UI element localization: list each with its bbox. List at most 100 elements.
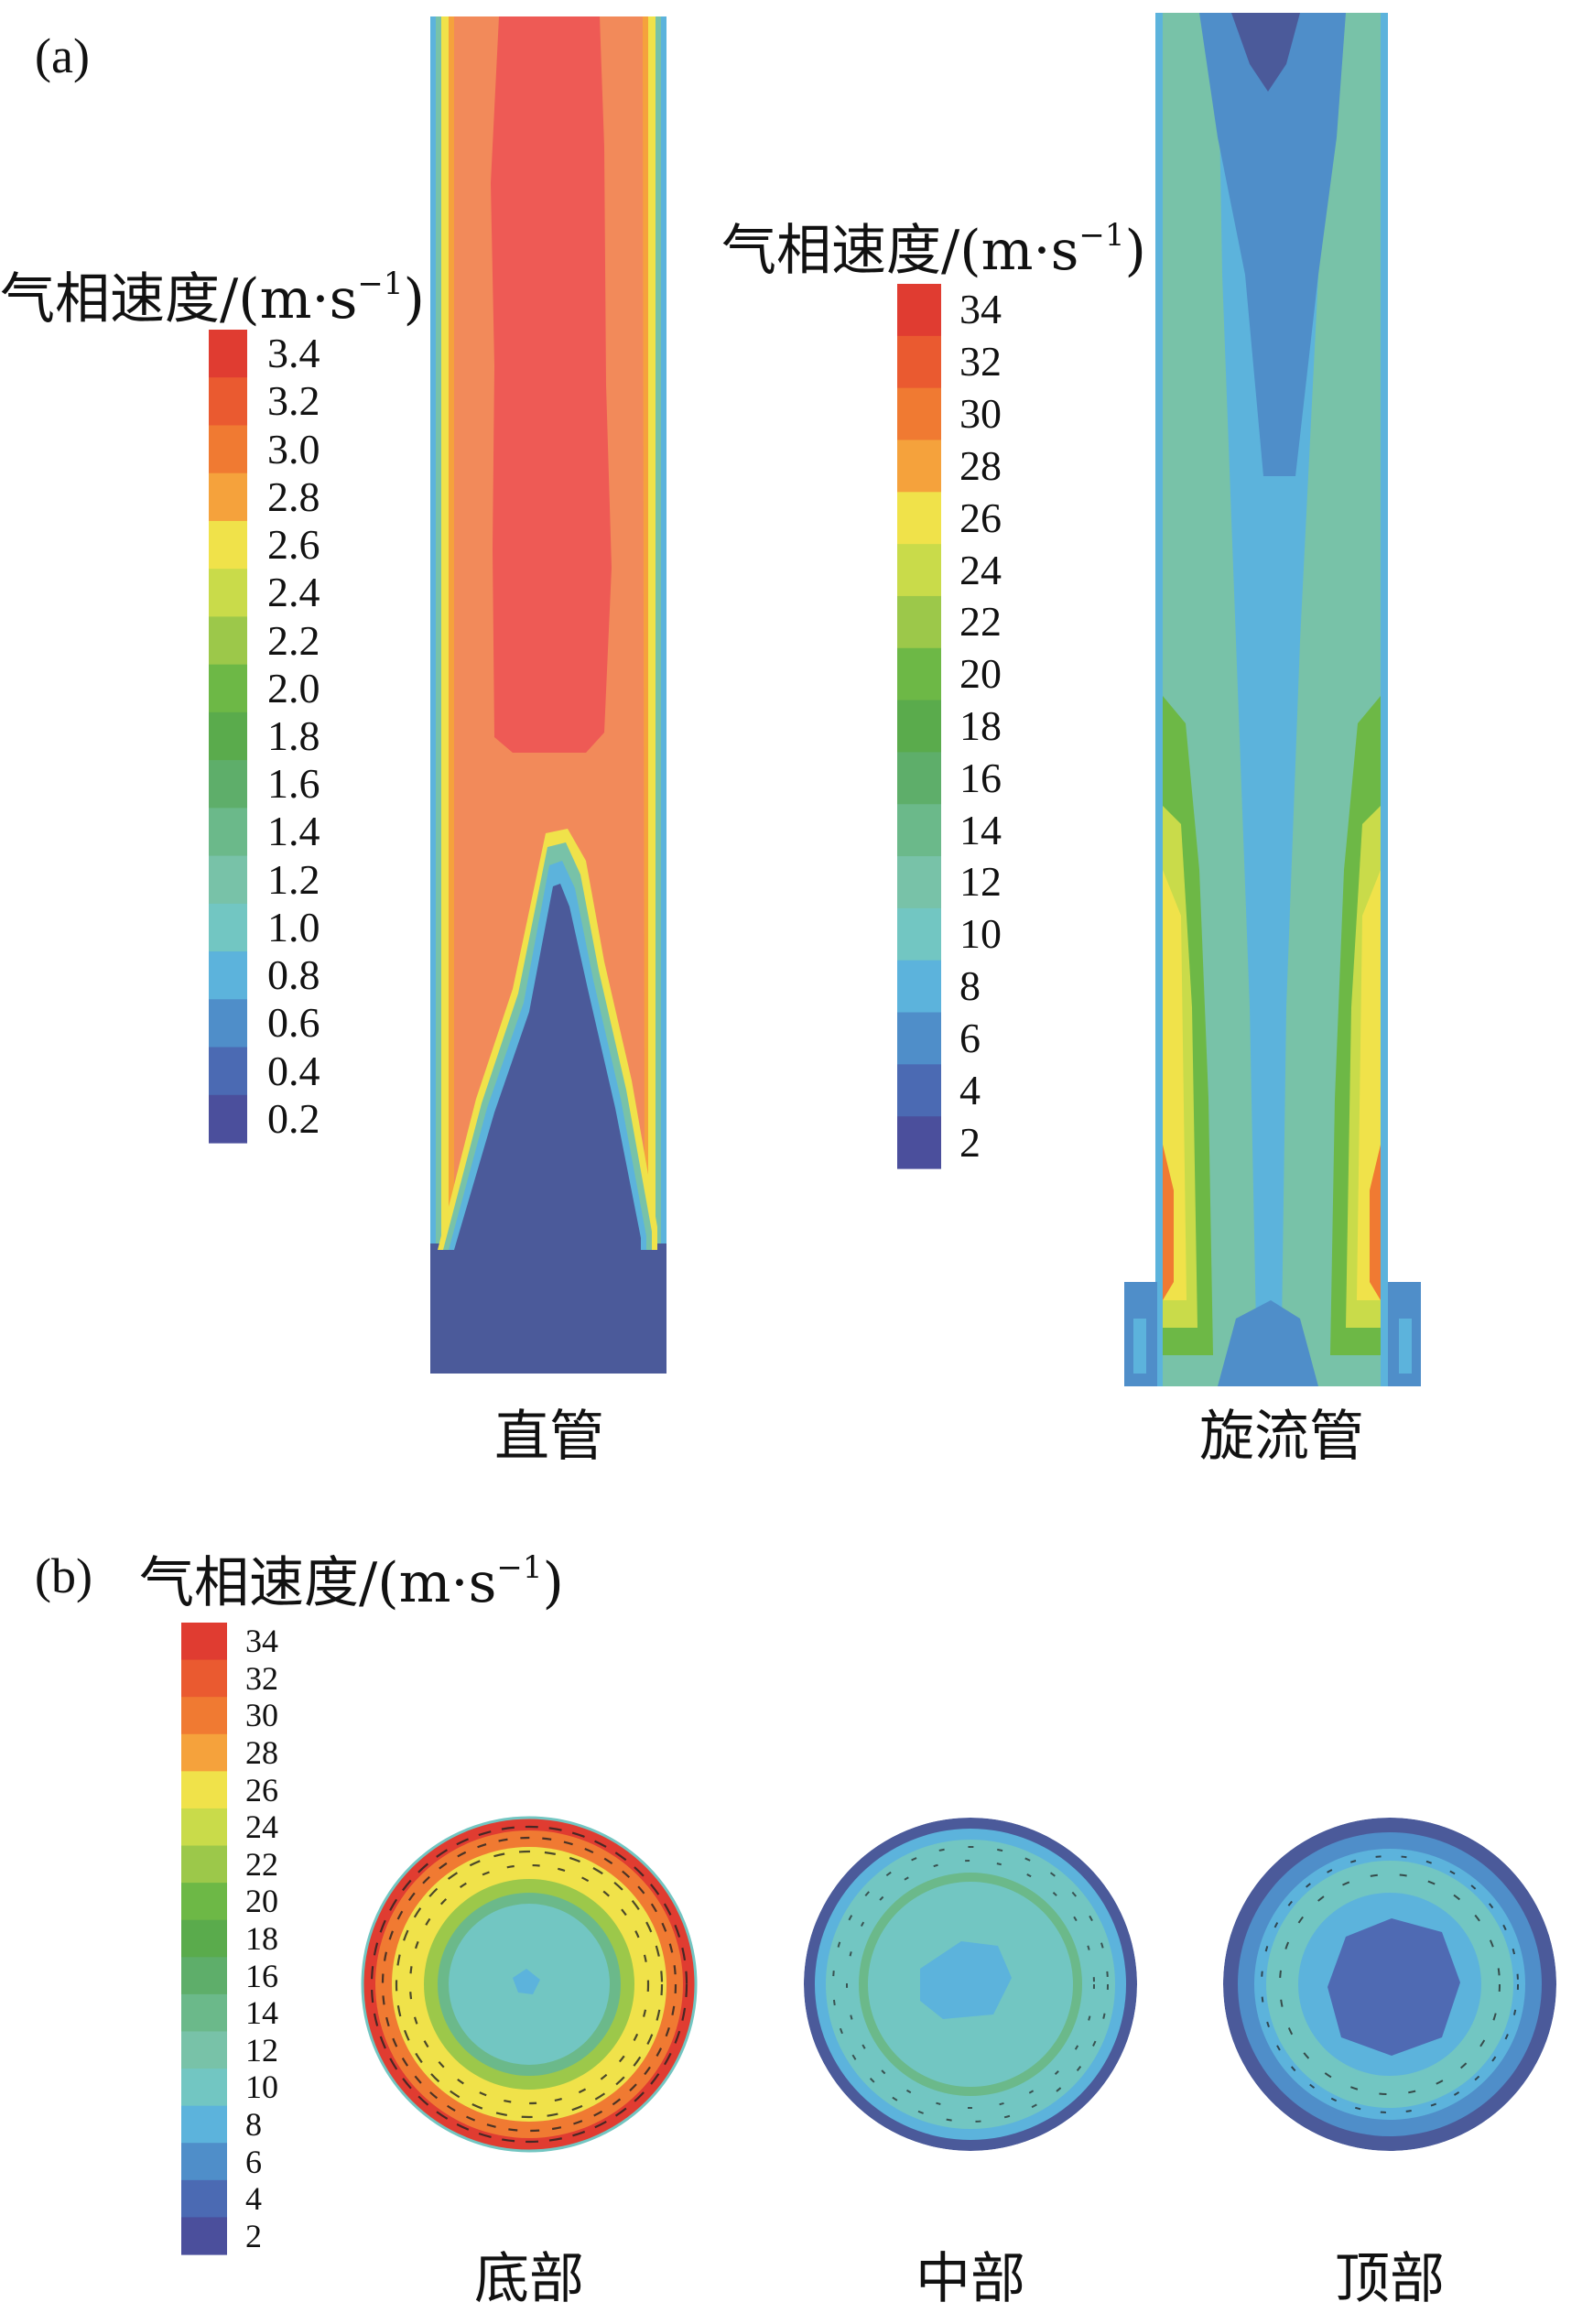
bar-left-cell — [209, 616, 247, 666]
bar-right-cell — [897, 804, 941, 857]
bar-b-cell — [181, 1733, 227, 1772]
panel-a-label: (a) — [35, 28, 90, 83]
legend-tick-label: 3.0 — [267, 425, 320, 472]
legend-tick-label: 4 — [959, 1066, 981, 1113]
left-legend-title-sup: −1 — [357, 266, 404, 302]
bar-right-cell — [897, 907, 941, 961]
bar-right-cell — [897, 595, 941, 649]
legend-tick-label: 34 — [245, 1623, 278, 1660]
bar-b-cell — [181, 1993, 227, 2033]
legend-tick-label: 2.0 — [267, 664, 320, 711]
legend-tick-label: 1.8 — [267, 712, 320, 759]
legend-tick-label: 18 — [245, 1920, 278, 1957]
legend-tick-label: 26 — [959, 494, 1002, 541]
legend-tick-label: 6 — [245, 2143, 262, 2180]
bar-b-cell — [181, 1845, 227, 1884]
b-legend-title-close: ) — [542, 1551, 564, 1615]
bar-left-cell — [209, 1094, 247, 1144]
bar-left-cell — [209, 520, 247, 570]
legend-tick-label: 16 — [959, 754, 1002, 801]
legend-tick-label: 32 — [959, 338, 1002, 386]
bar-left-cell — [209, 903, 247, 952]
bar-left-cell — [209, 569, 247, 618]
legend-tick-label: 20 — [959, 650, 1002, 698]
legend-tick-label: 0.2 — [267, 1094, 320, 1142]
left-legend-title: 气相速度/(m·s−1) — [0, 255, 425, 334]
legend-tick-label: 12 — [959, 858, 1002, 906]
legend-tick-label: 1.4 — [267, 808, 320, 855]
caption-straight-pipe: 直管 — [494, 1405, 604, 1469]
legend-tick-label: 0.4 — [267, 1047, 320, 1094]
bar-b-cell — [181, 2143, 227, 2181]
straight-pipe-contour — [430, 16, 666, 1374]
legend-tick-label: 1.0 — [267, 903, 320, 950]
legend-tick-label: 6 — [959, 1014, 981, 1061]
legend-tick-label: 30 — [959, 390, 1002, 438]
legend-tick-label: 2.6 — [267, 521, 320, 569]
legend-tick-label: 28 — [245, 1734, 278, 1772]
right-legend-title-sup: −1 — [1078, 217, 1125, 254]
bar-right-cell — [897, 387, 941, 441]
legend-tick-label: 28 — [959, 441, 1002, 489]
caption-bottom: 底部 — [474, 2247, 584, 2311]
left-legend-title-close: ) — [403, 267, 425, 331]
bar-right-cell — [897, 544, 941, 597]
b-legend-title-text: 气相速度/(m·s — [139, 1551, 497, 1615]
bar-right-cell — [897, 1012, 941, 1065]
bar-b-cell — [181, 1771, 227, 1809]
legend-tick-label: 1.6 — [267, 760, 320, 808]
legend-tick-label: 8 — [245, 2105, 262, 2143]
bar-left-cell — [209, 760, 247, 809]
right-legend-title: 气相速度/(m·s−1) — [721, 206, 1146, 286]
bar-b-cell — [181, 1808, 227, 1847]
legend-tick-label: 8 — [959, 962, 981, 1010]
legend-tick-label: 2.8 — [267, 472, 320, 520]
right-legend-colorbar — [897, 284, 941, 1169]
legend-tick-label: 4 — [245, 2180, 262, 2218]
legend-tick-label: 3.4 — [267, 330, 320, 377]
bar-left-cell — [209, 999, 247, 1048]
legend-tick-label: 2.4 — [267, 569, 320, 616]
left-legend-title-text: 气相速度/(m·s — [0, 267, 358, 331]
bar-b-cell — [181, 2179, 227, 2219]
bar-left-cell — [209, 664, 247, 713]
legend-tick-label: 2 — [245, 2217, 262, 2254]
legend-tick-label: 0.8 — [267, 951, 320, 999]
legend-tick-label: 22 — [959, 598, 1002, 646]
legend-tick-label: 24 — [959, 546, 1002, 593]
bar-b-cell — [181, 1697, 227, 1735]
b-legend-colorbar — [181, 1623, 227, 2255]
bar-right-cell — [897, 335, 941, 389]
right-legend-title-text: 气相速度/(m·s — [721, 219, 1079, 283]
bar-right-cell — [897, 856, 941, 909]
legend-tick-label: 2.2 — [267, 616, 320, 664]
bar-right-cell — [897, 1064, 941, 1117]
bar-left-cell — [209, 808, 247, 857]
legend-tick-label: 32 — [245, 1659, 278, 1697]
bar-right-cell — [897, 647, 941, 701]
bar-b-cell — [181, 2069, 227, 2107]
bar-right-cell — [897, 440, 941, 493]
bar-b-cell — [181, 2217, 227, 2255]
bar-b-cell — [181, 2031, 227, 2069]
b-legend-title: 气相速度/(m·s−1) — [139, 1538, 564, 1618]
section-top — [1223, 1818, 1556, 2151]
bar-b-cell — [181, 1957, 227, 1995]
left-legend-colorbar — [209, 330, 247, 1144]
bar-left-cell — [209, 425, 247, 474]
legend-tick-label: 0.6 — [267, 999, 320, 1047]
bar-left-cell — [209, 330, 247, 378]
bar-b-cell — [181, 1919, 227, 1958]
bar-b-cell — [181, 1623, 227, 1661]
legend-tick-label: 10 — [245, 2069, 278, 2106]
bar-b-cell — [181, 2105, 227, 2144]
bar-right-cell — [897, 1116, 941, 1169]
bar-left-cell — [209, 472, 247, 522]
section-middle — [804, 1818, 1137, 2151]
swirl-pipe-contour — [1124, 13, 1421, 1386]
right-legend-title-close: ) — [1124, 219, 1146, 283]
legend-tick-label: 30 — [245, 1697, 278, 1734]
legend-tick-label: 1.2 — [267, 855, 320, 903]
bar-left-cell — [209, 377, 247, 427]
